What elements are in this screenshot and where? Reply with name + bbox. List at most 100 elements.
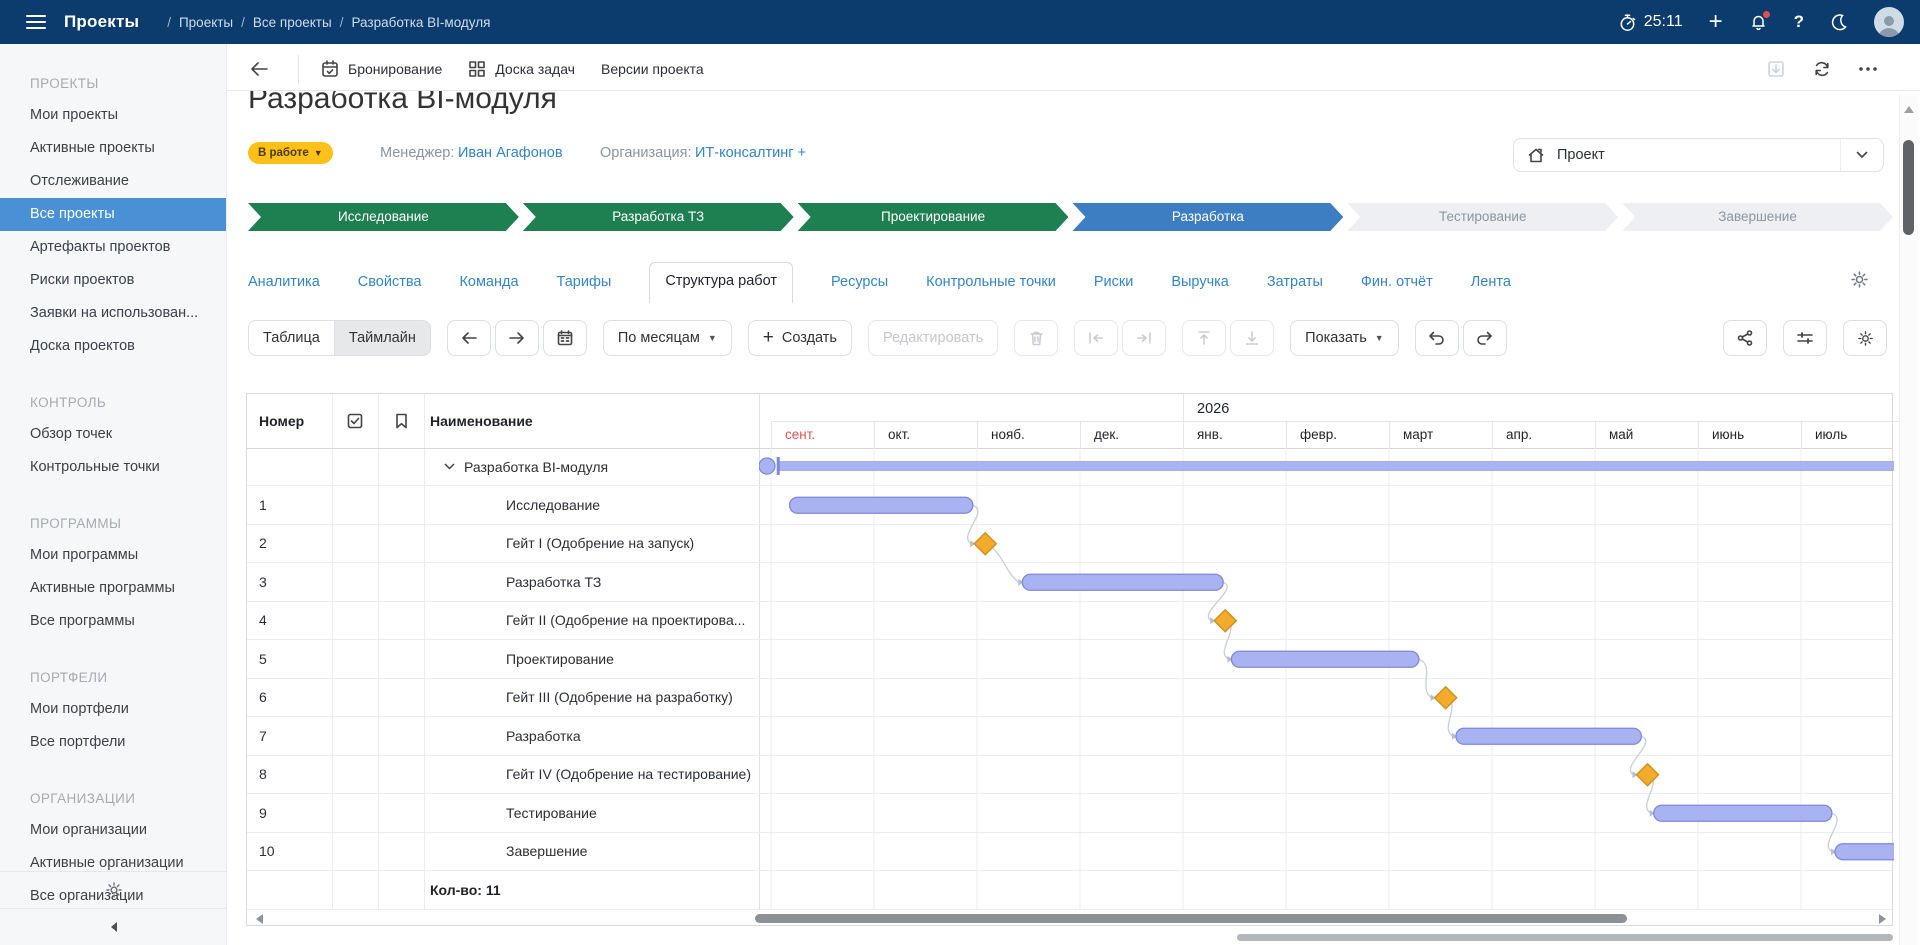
stage-5[interactable]: Тестирование [1347,203,1618,231]
stage-6[interactable]: Завершение [1622,203,1893,231]
sidebar-collapse-icon[interactable] [0,909,227,945]
horizontal-scrollbar[interactable] [247,911,1892,925]
tab-8[interactable]: Риски [1093,274,1134,290]
organization-link[interactable]: ИТ-консалтинг + [695,145,806,161]
tab-2[interactable]: Свойства [357,274,422,290]
calendar-today-button[interactable] [542,320,587,356]
summary-progress-circle[interactable] [759,457,776,475]
task-bar-7[interactable] [1455,727,1643,745]
task-name[interactable]: Разработка [506,727,581,744]
sidebar-item-мои-программы[interactable]: Мои программы [30,547,139,563]
breadcrumb-item[interactable]: Все проекты [252,14,332,30]
breadcrumb-item[interactable]: Разработка BI-модуля [351,14,491,30]
task-name[interactable]: Гейт III (Одобрение на разработку) [506,689,733,706]
more-options-ellipsis-icon[interactable] [1858,66,1878,72]
tab-11[interactable]: Фин. отчёт [1360,274,1433,290]
task-row-5[interactable]: 5 Проектирование [247,640,1892,679]
avatar[interactable] [1874,7,1904,37]
tab-5[interactable]: Структура работ [649,261,793,303]
task-row-10[interactable]: 10 Завершение [247,833,1892,871]
sidebar-item-мои-портфели[interactable]: Мои портфели [30,701,129,717]
summary-bar[interactable] [777,461,1894,471]
task-name[interactable]: Разработка BI-модуля [464,458,609,475]
task-row-1[interactable]: 1 Исследование [247,486,1892,525]
tab-4[interactable]: Тарифы [556,274,612,290]
project-versions-button[interactable]: Версии проекта [601,61,704,77]
collapse-chevron-icon[interactable] [444,463,455,470]
task-name[interactable]: Гейт I (Одобрение на запуск) [506,535,695,552]
sidebar-item-доска-проектов[interactable]: Доска проектов [30,338,135,354]
sidebar-item-артефакты-проектов[interactable]: Артефакты проектов [30,239,171,255]
sidebar-item-все-портфели[interactable]: Все портфели [30,734,126,750]
scroll-up-arrow[interactable] [1904,101,1914,113]
sidebar-item-активные-проекты[interactable]: Активные проекты [30,140,155,156]
sidebar-item-риски-проектов[interactable]: Риски проектов [30,272,135,288]
view-table-button[interactable]: Таблица [248,320,335,356]
milestone-diamond-4[interactable] [1213,608,1238,633]
sidebar-item-мои-проекты[interactable]: Мои проекты [30,107,119,123]
task-board-button[interactable]: Доска задач [468,60,575,78]
settings-gear-icon[interactable] [1843,320,1887,356]
vertical-scroll-thumb[interactable] [1903,140,1914,235]
stage-4[interactable]: Разработка [1072,203,1343,231]
indent-icon[interactable] [1122,320,1167,356]
task-row-8[interactable]: 8 Гейт IV (Одобрение на тестирование) [247,756,1892,794]
tab-1[interactable]: Аналитика [248,274,320,290]
task-name[interactable]: Исследование [506,496,601,513]
task-bar-5[interactable] [1230,650,1420,668]
task-row-2[interactable]: 2 Гейт I (Одобрение на запуск) [247,525,1892,563]
back-button[interactable] [248,60,270,78]
scope-selector[interactable]: Проект [1513,138,1884,172]
refresh-icon[interactable] [1812,59,1832,79]
hamburger-menu-icon[interactable] [26,15,46,29]
sidebar-settings-gear-icon[interactable] [0,872,227,908]
sidebar-item-отслеживание[interactable]: Отслеживание [30,173,129,189]
task-row-7[interactable]: 7 Разработка [247,717,1892,756]
tab-6[interactable]: Ресурсы [830,274,889,290]
scroll-left-arrow[interactable] [251,914,263,924]
stage-1[interactable]: Исследование [248,203,519,231]
task-name[interactable]: Завершение [506,843,588,860]
task-bar-9[interactable] [1653,804,1833,822]
breadcrumb-item[interactable]: Проекты [178,14,234,30]
redo-icon[interactable] [1462,320,1507,356]
sidebar-item-все-проекты[interactable]: Все проекты [0,198,226,231]
download-icon[interactable] [1766,59,1786,79]
delete-trash-icon[interactable] [1014,320,1059,356]
milestone-diamond-2[interactable] [973,531,998,556]
sidebar-item-активные-программы[interactable]: Активные программы [30,580,175,596]
task-name[interactable]: Разработка ТЗ [506,573,602,590]
scale-select[interactable]: По месяцам ▼ [602,320,732,356]
move-down-icon[interactable] [1230,320,1275,356]
tab-10[interactable]: Затраты [1266,274,1323,290]
task-row-9[interactable]: 9 Тестирование [247,794,1892,833]
chevron-down-icon[interactable] [1840,139,1883,171]
stage-3[interactable]: Проектирование [798,203,1069,231]
task-row-summary[interactable]: Разработка BI-модуля [247,448,1892,486]
task-row-4[interactable]: 4 Гейт II (Одобрение на проектирова... [247,602,1892,640]
move-up-icon[interactable] [1182,320,1227,356]
help-icon[interactable]: ? [1793,12,1804,31]
undo-icon[interactable] [1414,320,1459,356]
horizontal-scroll-thumb[interactable] [755,914,1627,923]
timeline-left-arrow-button[interactable] [446,320,491,356]
tabs-settings-gear-icon[interactable] [1850,270,1869,289]
filter-sliders-icon[interactable] [1783,320,1827,356]
tab-7[interactable]: Контрольные точки [926,274,1056,290]
manager-link[interactable]: Иван Агафонов [458,145,563,161]
sidebar-item-активные-организации[interactable]: Активные организации [30,855,184,871]
tab-3[interactable]: Команда [459,274,519,290]
dark-mode-moon-icon[interactable] [1830,13,1848,31]
page-horizontal-scroll-thumb[interactable] [1237,934,1893,941]
timer-widget[interactable]: 25:11 [1618,13,1683,32]
task-name[interactable]: Проектирование [506,650,614,667]
sidebar-item-заявки-на-использован-[interactable]: Заявки на использован... [30,305,199,321]
edit-button[interactable]: Редактировать [867,320,999,356]
notifications-bell-icon[interactable] [1749,11,1770,32]
task-row-6[interactable]: 6 Гейт III (Одобрение на разработку) [247,679,1892,717]
tab-12[interactable]: Лента [1470,274,1511,290]
sidebar-item-контрольные-точки[interactable]: Контрольные точки [30,459,160,475]
sidebar-item-обзор-точек[interactable]: Обзор точек [30,426,113,442]
vertical-scrollbar[interactable] [1899,95,1918,945]
task-bar-1[interactable] [788,496,974,514]
